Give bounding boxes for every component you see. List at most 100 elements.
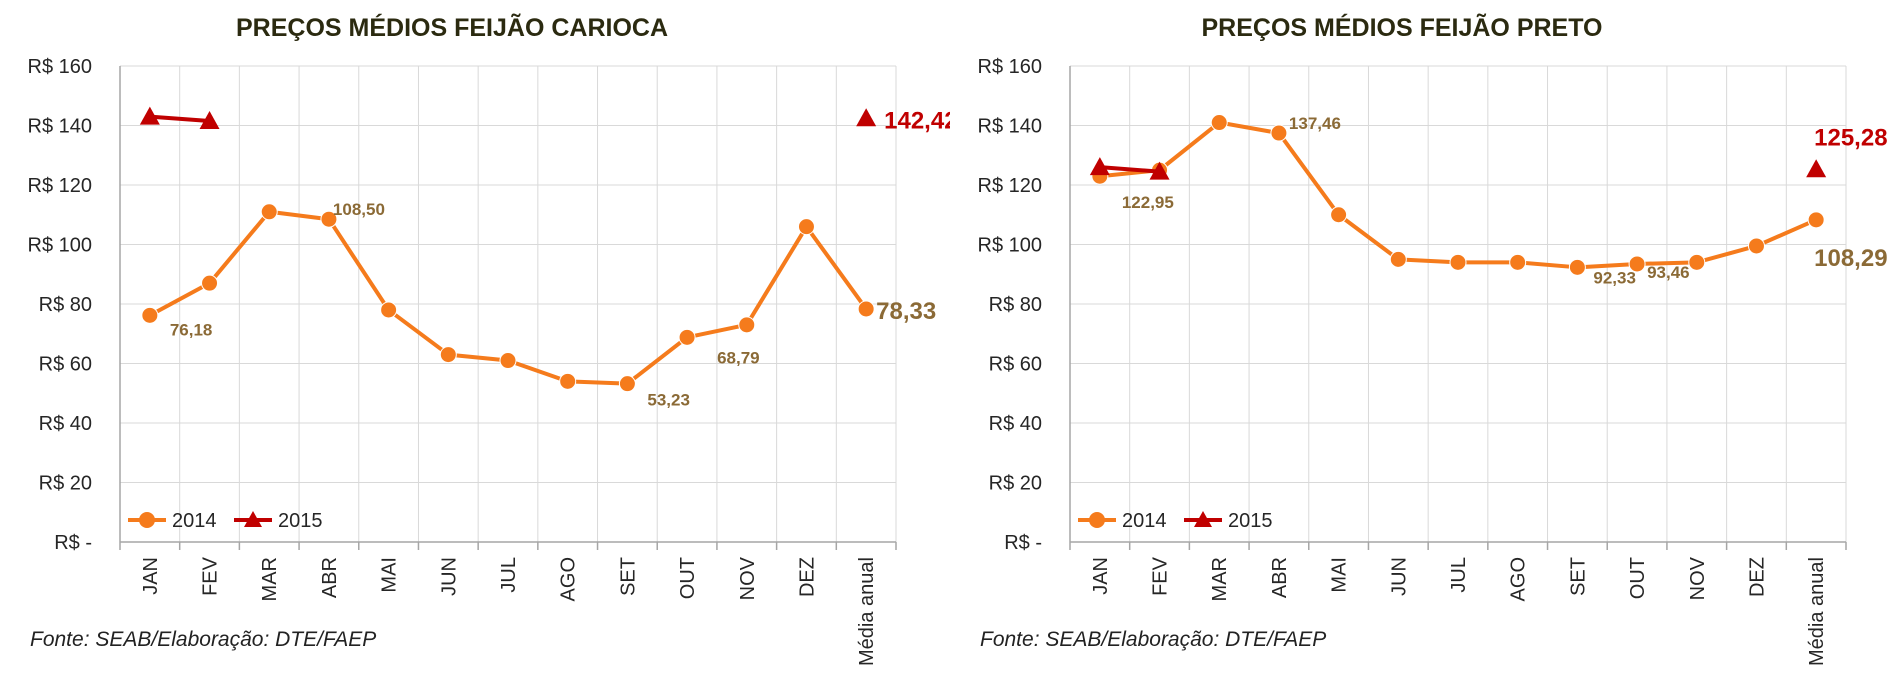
- data-label: 78,33: [876, 298, 936, 325]
- data-point-2014: [1628, 255, 1646, 273]
- x-tick-label: OUT: [1627, 557, 1649, 599]
- y-tick-label: R$ 160: [28, 56, 93, 78]
- data-label: 93,46: [1647, 263, 1690, 282]
- y-tick-label: R$ 20: [989, 473, 1042, 495]
- data-point-2015: [856, 108, 877, 127]
- data-label: 92,33: [1593, 268, 1636, 287]
- x-tick-label: FEV: [1150, 556, 1172, 596]
- x-tick-label: AGO: [558, 557, 580, 601]
- x-tick-label: NOV: [737, 556, 759, 600]
- data-label: 68,79: [717, 348, 760, 367]
- y-tick-label: R$ 80: [39, 294, 92, 316]
- x-tick-label: FEV: [200, 556, 222, 596]
- gridlines: [119, 65, 897, 542]
- data-point-2015: [139, 106, 160, 125]
- legend-label: 2014: [172, 510, 217, 532]
- data-label: 76,18: [170, 320, 213, 339]
- data-point-2015: [1089, 157, 1110, 176]
- legend-marker-2015: [1194, 511, 1212, 527]
- data-point-2014: [857, 300, 875, 318]
- y-tick-label: R$ 160: [978, 56, 1043, 78]
- x-tick-label: JAN: [140, 557, 162, 595]
- data-point-2015: [1806, 159, 1827, 178]
- data-label: 137,46: [1289, 114, 1341, 133]
- data-label: 53,23: [647, 391, 690, 410]
- data-point-2014: [1270, 124, 1288, 142]
- x-tick-label: SET: [1567, 557, 1589, 596]
- x-tick-label: SET: [617, 557, 639, 596]
- x-tick-label: JUN: [438, 557, 460, 596]
- legend-marker-2014: [1089, 512, 1105, 528]
- x-tick-label: JUL: [498, 557, 520, 593]
- y-tick-label: R$ 140: [28, 116, 93, 138]
- data-label: 122,95: [1122, 193, 1174, 212]
- data-point-2014: [1389, 250, 1407, 268]
- series-line-2015: [1099, 165, 1160, 174]
- y-tick-label: R$ 40: [989, 413, 1042, 435]
- legend: 2014 2015: [128, 510, 323, 532]
- x-tick-label: MAI: [1329, 557, 1351, 593]
- data-point-2014: [1688, 253, 1706, 271]
- series-line-2015: [149, 114, 210, 124]
- data-point-2014: [738, 316, 756, 334]
- legend-marker-2015: [244, 511, 262, 527]
- data-label: 142,42: [884, 107, 950, 134]
- x-tick-label: DEZ: [796, 557, 818, 597]
- chart-source: Fonte: SEAB/Elaboração: DTE/FAEP: [980, 628, 1327, 651]
- chart-panel-carioca: PREÇOS MÉDIOS FEIJÃO CARIOCA R$ - R$ 20 R$…: [28, 14, 951, 666]
- y-tick-label: R$ 140: [978, 116, 1043, 138]
- x-tick-label: ABR: [1269, 557, 1291, 598]
- data-point-2014: [260, 203, 278, 221]
- data-point-2014: [380, 301, 398, 319]
- x-tick-label: ABR: [319, 557, 341, 598]
- x-tick-label: OUT: [677, 557, 699, 599]
- chart-panel-preto: PREÇOS MÉDIOS FEIJÃO PRETO R$ - R$ 20 R$ 4…: [950, 0, 1900, 696]
- data-point-2014: [1568, 258, 1586, 276]
- y-tick-label: R$ 120: [28, 175, 93, 197]
- chart-source: Fonte: SEAB/Elaboração: DTE/FAEP: [30, 628, 377, 651]
- data-point-2015: [1149, 161, 1170, 180]
- y-tick-label: R$ 100: [978, 235, 1043, 257]
- y-tick-label: R$ 100: [28, 235, 93, 257]
- series-2015: [139, 106, 877, 130]
- data-point-2014: [1747, 237, 1765, 255]
- data-point-2014: [559, 372, 577, 390]
- chart-title: PREÇOS MÉDIOS FEIJÃO PRETO: [1201, 14, 1603, 42]
- y-tick-label: R$ -: [54, 532, 92, 554]
- y-tick-label: R$ 60: [39, 354, 92, 376]
- legend: 2014 2015: [1078, 510, 1273, 532]
- x-tick-label: MAI: [379, 557, 401, 593]
- y-tick-label: R$ 60: [989, 354, 1042, 376]
- data-point-2014: [678, 328, 696, 346]
- legend-label: 2014: [1122, 510, 1167, 532]
- y-tick-label: R$ 80: [989, 294, 1042, 316]
- data-point-2014: [1449, 253, 1467, 271]
- gridlines: [1069, 65, 1847, 542]
- legend-label: 2015: [1228, 510, 1273, 532]
- x-tick-label: Média anual: [856, 557, 878, 666]
- data-point-2014: [1330, 206, 1348, 224]
- data-point-2014: [201, 274, 219, 292]
- series-line-2014: [1099, 120, 1817, 270]
- data-point-2014: [797, 218, 815, 236]
- data-point-2014: [618, 375, 636, 393]
- x-tick-label: JAN: [1090, 557, 1112, 595]
- series-2014: [141, 203, 875, 393]
- data-point-2014: [499, 352, 517, 370]
- data-point-2014: [141, 306, 159, 324]
- y-tick-label: R$ -: [1004, 532, 1042, 554]
- x-tick-label: Média anual: [1806, 557, 1828, 666]
- x-tick-label: NOV: [1687, 556, 1709, 600]
- legend-marker-2014: [139, 512, 155, 528]
- data-point-2014: [1509, 253, 1527, 271]
- y-tick-label: R$ 120: [978, 175, 1043, 197]
- y-tick-label: R$ 20: [39, 473, 92, 495]
- data-label: 108,50: [333, 200, 385, 219]
- x-tick-label: DEZ: [1746, 557, 1768, 597]
- legend-label: 2015: [278, 510, 323, 532]
- chart-plot: R$ - R$ 20 R$ 40 R$ 60 R$ 80 R$ 100 R$ 120 R$ 1…: [28, 56, 951, 666]
- data-point-2015: [199, 111, 220, 130]
- x-tick-label: MAR: [259, 557, 281, 601]
- y-tick-label: R$ 40: [39, 413, 92, 435]
- x-tick-label: AGO: [1508, 557, 1530, 601]
